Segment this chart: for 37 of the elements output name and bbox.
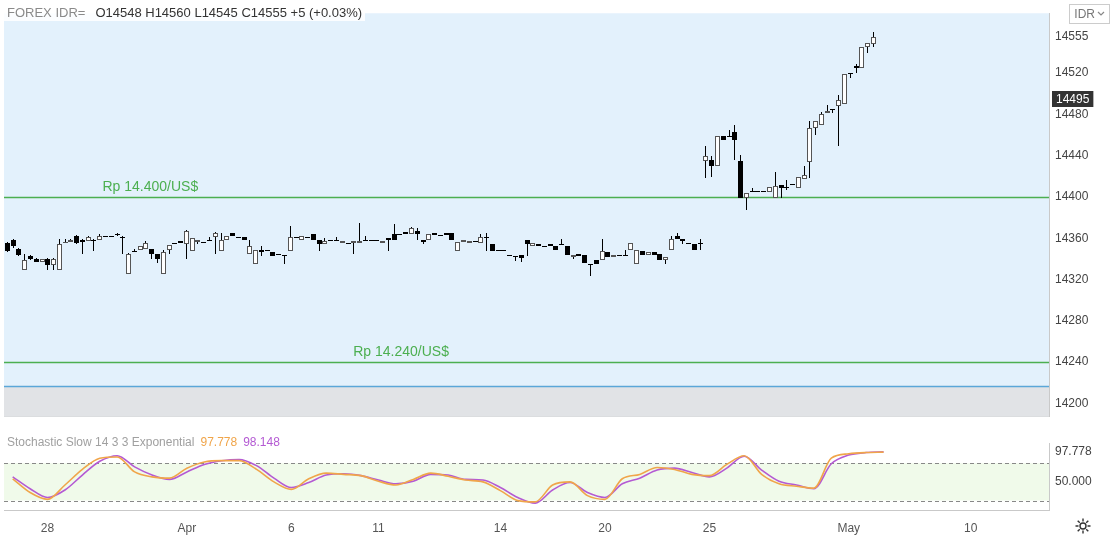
y-tick-label: 14555: [1055, 29, 1089, 44]
chart-title: FOREX IDR=: [7, 5, 86, 20]
y-tick-label: 14440: [1055, 147, 1089, 162]
x-tick-label: 25: [702, 521, 717, 536]
x-tick-label: 20: [598, 521, 612, 536]
annotation: 97.778: [200, 435, 238, 449]
text: IDR: [1074, 7, 1095, 21]
candlestick: [120, 236, 125, 254]
candlestick: [484, 233, 489, 251]
y-tick-label: 97.778: [1055, 444, 1093, 459]
y-tick-label: 14240: [1055, 354, 1089, 369]
y-tick-label: 14520: [1055, 65, 1089, 80]
annotation: 98.148: [243, 435, 280, 449]
y-tick-label: 14320: [1055, 271, 1089, 286]
ref-line-label: Rp 14.240/US$: [353, 343, 450, 360]
y-tick-label: 14400: [1055, 189, 1089, 204]
y-tick-label: 14480: [1055, 106, 1089, 121]
ref-line-label: Rp 14.400/US$: [102, 178, 199, 195]
annotation: 14495: [1056, 92, 1090, 107]
x-tick-label: 28: [40, 521, 55, 536]
x-tick-label: May: [837, 521, 861, 536]
x-tick-label: 10: [963, 521, 978, 536]
candlestick: [698, 239, 703, 250]
candlestick: [588, 264, 593, 276]
candlestick: [207, 237, 212, 241]
x-tick-label: Apr: [177, 521, 197, 536]
x-tick-label: 14: [493, 521, 508, 536]
y-tick-label: 14360: [1055, 230, 1089, 245]
chart-title: Stochastic Slow 14 3 3 Exponential: [7, 435, 195, 449]
candlestick: [559, 239, 564, 245]
x-tick-label: 6: [288, 521, 296, 536]
x-tick-label: 11: [372, 521, 386, 536]
candlestick: [91, 239, 96, 251]
chart-subtitle: O14548 H14560 L14545 C14555 +5 (+0.03%): [95, 5, 363, 20]
y-tick-label: 14280: [1055, 313, 1089, 328]
y-tick-label: 14200: [1055, 395, 1089, 410]
y-tick-label: 50.000: [1055, 474, 1093, 489]
